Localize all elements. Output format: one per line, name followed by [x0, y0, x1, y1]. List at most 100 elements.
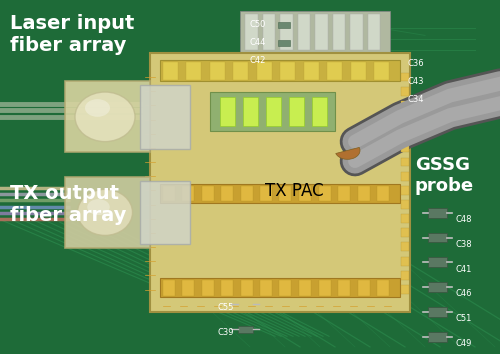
- Bar: [304, 62, 318, 80]
- Bar: [358, 185, 370, 201]
- Bar: [202, 280, 213, 296]
- Bar: [312, 97, 327, 126]
- Bar: [401, 101, 408, 110]
- Bar: [256, 62, 272, 80]
- Bar: [332, 14, 345, 50]
- Bar: [233, 62, 248, 80]
- Text: C43: C43: [408, 77, 424, 86]
- Bar: [401, 271, 408, 280]
- Bar: [240, 11, 390, 53]
- Bar: [182, 280, 194, 296]
- Text: C50: C50: [250, 20, 266, 29]
- Bar: [428, 208, 446, 218]
- Bar: [318, 280, 330, 296]
- Bar: [350, 14, 362, 50]
- Bar: [162, 62, 178, 80]
- Bar: [220, 97, 235, 126]
- Bar: [428, 282, 446, 292]
- Text: C44: C44: [250, 38, 266, 47]
- Bar: [65, 81, 150, 152]
- Bar: [377, 185, 389, 201]
- Text: Laser input
fiber array: Laser input fiber array: [10, 14, 134, 55]
- Bar: [262, 14, 275, 50]
- Bar: [401, 285, 408, 294]
- Bar: [260, 185, 272, 201]
- Bar: [401, 214, 408, 223]
- Ellipse shape: [75, 92, 135, 142]
- Bar: [401, 242, 408, 251]
- Bar: [278, 40, 290, 46]
- Ellipse shape: [78, 189, 132, 235]
- Bar: [280, 62, 295, 80]
- Bar: [338, 280, 350, 296]
- Bar: [428, 233, 446, 242]
- Bar: [243, 97, 258, 126]
- Wedge shape: [336, 147, 360, 159]
- Bar: [368, 14, 380, 50]
- Bar: [315, 14, 328, 50]
- Bar: [401, 186, 408, 195]
- Bar: [401, 143, 408, 152]
- Bar: [238, 326, 252, 333]
- Bar: [350, 62, 366, 80]
- Text: C49: C49: [455, 339, 471, 348]
- Bar: [401, 200, 408, 209]
- Bar: [210, 62, 224, 80]
- Bar: [221, 185, 233, 201]
- Ellipse shape: [88, 199, 110, 215]
- Bar: [401, 228, 408, 237]
- Bar: [160, 60, 400, 81]
- Bar: [266, 97, 281, 126]
- Bar: [428, 257, 446, 267]
- Bar: [358, 280, 370, 296]
- Bar: [289, 97, 304, 126]
- Bar: [280, 280, 291, 296]
- Bar: [338, 185, 350, 201]
- Bar: [240, 280, 252, 296]
- Text: C48: C48: [455, 215, 471, 224]
- Text: C39: C39: [218, 328, 234, 337]
- Bar: [210, 92, 335, 131]
- Bar: [160, 183, 400, 203]
- Bar: [162, 280, 174, 296]
- Text: C55: C55: [218, 303, 234, 313]
- Bar: [260, 280, 272, 296]
- Bar: [428, 307, 446, 317]
- Bar: [202, 185, 213, 201]
- Bar: [401, 129, 408, 138]
- Bar: [299, 185, 311, 201]
- Bar: [65, 177, 150, 248]
- Text: C38: C38: [455, 240, 471, 249]
- Text: C36: C36: [408, 59, 424, 68]
- Bar: [298, 14, 310, 50]
- Bar: [240, 185, 252, 201]
- Text: C34: C34: [408, 95, 424, 104]
- Bar: [280, 185, 291, 201]
- Bar: [278, 57, 290, 64]
- Bar: [140, 85, 190, 149]
- Bar: [382, 80, 400, 87]
- Bar: [182, 185, 194, 201]
- Text: TX output
fiber array: TX output fiber array: [10, 184, 126, 225]
- Bar: [401, 73, 408, 81]
- Text: C46: C46: [455, 289, 471, 298]
- Bar: [140, 181, 190, 244]
- Bar: [238, 301, 252, 308]
- Bar: [150, 53, 410, 312]
- Bar: [401, 87, 408, 96]
- Bar: [382, 63, 400, 70]
- Bar: [428, 332, 446, 342]
- Bar: [327, 62, 342, 80]
- Text: C42: C42: [250, 56, 266, 65]
- Bar: [401, 172, 408, 181]
- Bar: [221, 280, 233, 296]
- Bar: [374, 62, 389, 80]
- Bar: [382, 98, 400, 105]
- Bar: [401, 115, 408, 124]
- Bar: [299, 280, 311, 296]
- Text: GSSG
probe: GSSG probe: [415, 156, 474, 195]
- Bar: [377, 280, 389, 296]
- Bar: [318, 185, 330, 201]
- Text: TX PAC: TX PAC: [265, 182, 324, 200]
- Ellipse shape: [85, 99, 110, 117]
